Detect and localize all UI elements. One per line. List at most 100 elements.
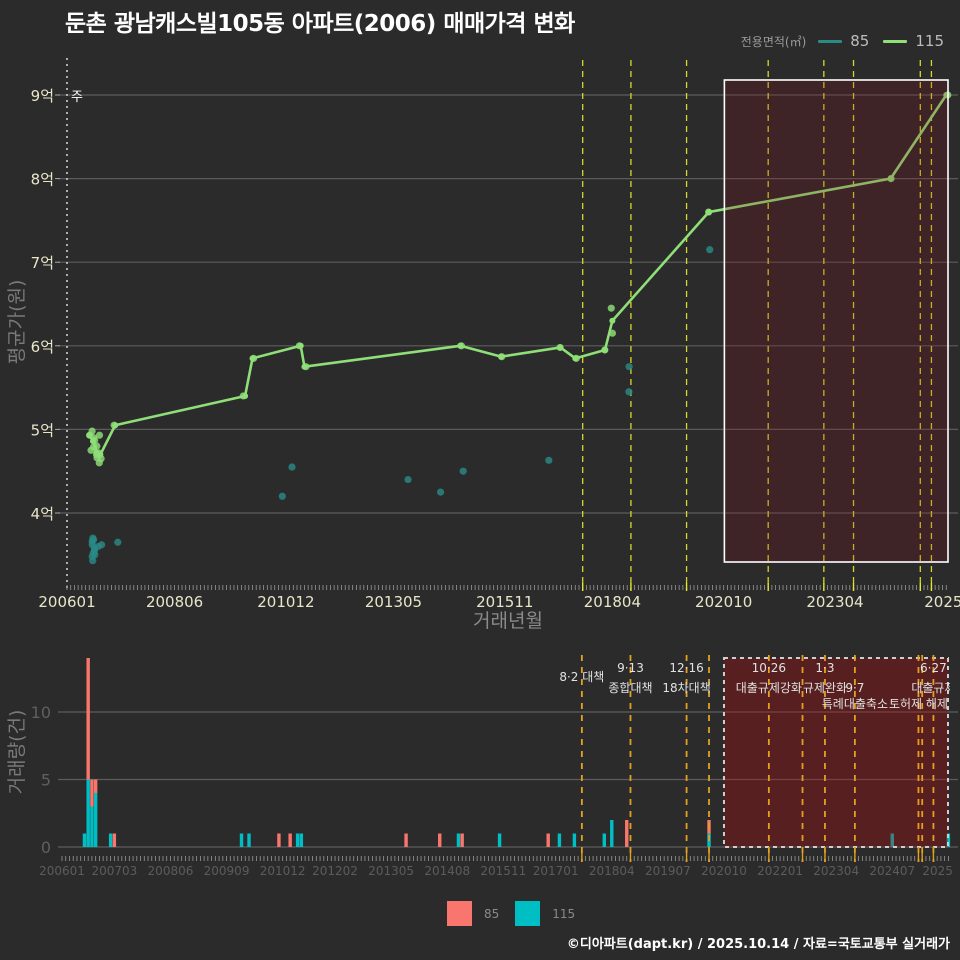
data-point-115 bbox=[250, 355, 257, 362]
bar-115 bbox=[90, 807, 93, 848]
policy-annotation-label: 특례대출축소 bbox=[822, 697, 888, 711]
x-tick-label: 201907 bbox=[645, 864, 691, 878]
legend-swatch-115 bbox=[515, 901, 540, 926]
bar-115 bbox=[498, 834, 501, 848]
policy-annotation-label: 대출규제 bbox=[911, 681, 955, 695]
bar-85 bbox=[288, 834, 291, 848]
x-tick-label: 202304 bbox=[806, 593, 863, 611]
line-vertex bbox=[609, 318, 615, 324]
x-tick-label: 200601 bbox=[39, 864, 85, 878]
x-tick-label: 200703 bbox=[91, 864, 137, 878]
bar-115 bbox=[610, 820, 613, 847]
bar-115 bbox=[109, 834, 112, 848]
y-tick-label: 9억 bbox=[31, 87, 54, 105]
bar-85 bbox=[460, 834, 463, 848]
bar-115 bbox=[94, 793, 97, 847]
data-point-85 bbox=[437, 489, 444, 496]
policy-annotation-label: 12·16 bbox=[669, 661, 703, 675]
bar-115 bbox=[86, 780, 89, 848]
x-tick-label: 201511 bbox=[476, 593, 533, 611]
bar-85 bbox=[90, 780, 93, 807]
data-point-115 bbox=[240, 392, 247, 399]
policy-annotation-label: 18차대책 bbox=[662, 680, 710, 695]
x-tick-label: 201511 bbox=[480, 864, 526, 878]
y-tick-label: 7억 bbox=[31, 254, 54, 272]
legend-label-85: 85 bbox=[484, 907, 499, 921]
bar-115 bbox=[83, 834, 86, 848]
y-tick-label: 5 bbox=[41, 771, 51, 790]
data-point-85 bbox=[279, 493, 286, 500]
data-point-85 bbox=[114, 539, 121, 546]
x-tick-label: 201804 bbox=[589, 864, 635, 878]
legend-item-115: 115 bbox=[515, 901, 575, 926]
data-point-85 bbox=[706, 246, 713, 253]
x-tick-label: 200806 bbox=[148, 864, 194, 878]
policy-annotation-label: 토허제 해제 bbox=[889, 697, 948, 711]
bar-85 bbox=[438, 834, 441, 848]
bar-85 bbox=[404, 834, 407, 848]
x-tick-label: 2025 bbox=[924, 593, 960, 611]
data-point-115 bbox=[498, 353, 505, 360]
data-point-115 bbox=[296, 342, 303, 349]
x-tick-label: 202407 bbox=[869, 864, 915, 878]
data-point-115 bbox=[609, 330, 616, 337]
bar-85 bbox=[277, 834, 280, 848]
price-chart: 4억 5억 6억 7억 8억 9억 주 200601 200806 201012 201305 201… bbox=[6, 58, 960, 632]
x-axis-title: 거래년월 bbox=[473, 610, 543, 632]
policy-annotation-label: 10·26 bbox=[752, 661, 786, 675]
x-tick-label: 201701 bbox=[533, 864, 579, 878]
y-tick-label: 0 bbox=[41, 838, 51, 857]
data-point-85 bbox=[98, 541, 105, 548]
data-point-115 bbox=[608, 305, 615, 312]
policy-annotation-label: 1·3 bbox=[815, 661, 834, 675]
bar-115 bbox=[247, 834, 250, 848]
legend-bottom: 85 115 bbox=[447, 901, 579, 926]
bar-115 bbox=[457, 834, 460, 848]
x-tick-label: 200806 bbox=[146, 593, 203, 611]
highlight-region bbox=[724, 80, 948, 562]
y-tick-label: 10 bbox=[31, 703, 51, 722]
data-point-85 bbox=[545, 457, 552, 464]
y-tick-label: 5억 bbox=[31, 421, 54, 439]
x-tick-label: 2025 bbox=[922, 864, 953, 878]
policy-annotation-label: 종합대책 bbox=[608, 680, 652, 695]
legend-swatch-85 bbox=[447, 901, 472, 926]
series-85 bbox=[89, 246, 714, 564]
x-tick-label: 202201 bbox=[757, 864, 803, 878]
x-tick-label: 202304 bbox=[813, 864, 859, 878]
bar-115 bbox=[573, 834, 576, 848]
bar-85 bbox=[113, 834, 116, 848]
x-tick-label: 201804 bbox=[584, 593, 641, 611]
policy-annotation-label: 규제완화 bbox=[803, 681, 847, 695]
data-point-115 bbox=[111, 422, 118, 429]
data-point-115 bbox=[458, 342, 465, 349]
bar-115 bbox=[240, 834, 243, 848]
data-point-85 bbox=[288, 463, 295, 470]
data-point-85 bbox=[460, 468, 467, 475]
data-point-115 bbox=[573, 355, 580, 362]
x-tick-label: 201408 bbox=[424, 864, 470, 878]
x-tick-label: 200909 bbox=[204, 864, 250, 878]
bar-115 bbox=[603, 834, 606, 848]
data-point-115 bbox=[601, 346, 608, 353]
data-point-115 bbox=[556, 344, 563, 351]
y-tick-label: 6억 bbox=[31, 338, 54, 356]
bar-115 bbox=[300, 834, 303, 848]
data-point-85 bbox=[404, 476, 411, 483]
y-tick-label: 4억 bbox=[31, 505, 54, 523]
policy-annotation-label: 대출규제강화 bbox=[736, 681, 802, 695]
y-axis-title: 평균가(원) bbox=[6, 280, 28, 365]
data-point-85 bbox=[626, 363, 633, 370]
bar-85 bbox=[547, 834, 550, 848]
x-tick-label: 201202 bbox=[312, 864, 358, 878]
x-tick-label: 201012 bbox=[257, 593, 314, 611]
bar-115 bbox=[558, 834, 561, 848]
policy-annotation-label: 6·27 bbox=[920, 661, 947, 675]
data-point-115 bbox=[89, 427, 96, 434]
x-tick-label: 201305 bbox=[365, 593, 422, 611]
y-axis-title: 거래량(건) bbox=[6, 710, 28, 795]
data-point-115 bbox=[96, 459, 103, 466]
data-point-115 bbox=[705, 208, 712, 215]
x-tick-label: 202010 bbox=[701, 864, 747, 878]
bar-85 bbox=[86, 658, 89, 780]
